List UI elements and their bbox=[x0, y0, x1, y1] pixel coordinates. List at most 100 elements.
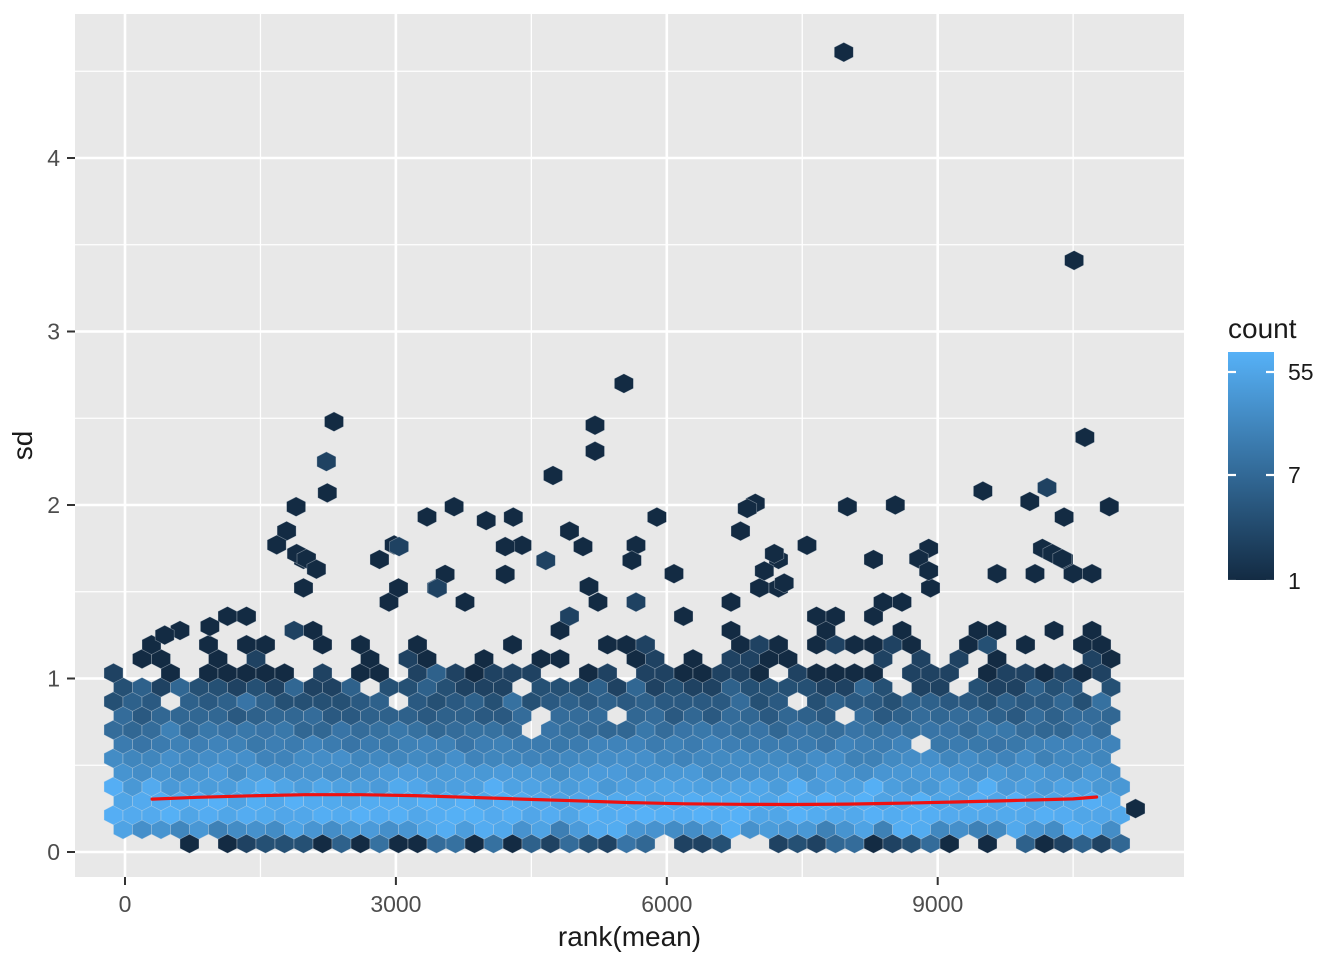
hex-bin bbox=[512, 535, 532, 556]
hex-bin bbox=[1037, 477, 1057, 498]
hex-bin bbox=[1125, 798, 1146, 819]
hex-bin bbox=[774, 572, 795, 594]
hex-bin bbox=[154, 624, 175, 646]
hex-bin bbox=[1082, 563, 1102, 584]
x-tick-label: 0 bbox=[119, 891, 132, 917]
hex-bin bbox=[427, 578, 448, 599]
hex-bin bbox=[276, 520, 297, 542]
hex-bin bbox=[1082, 620, 1102, 641]
hex-layer bbox=[103, 42, 1146, 854]
hex-bin bbox=[455, 591, 475, 613]
hex-bin bbox=[585, 441, 605, 462]
hex-bin bbox=[987, 620, 1007, 641]
hex-bin bbox=[559, 520, 580, 542]
hex-bin bbox=[1052, 548, 1073, 569]
hex-bin bbox=[444, 496, 464, 517]
hex-bin bbox=[543, 465, 563, 486]
hex-bin bbox=[863, 549, 884, 570]
hex-bin bbox=[626, 591, 646, 613]
hex-bin bbox=[324, 411, 344, 432]
hex-bin bbox=[614, 373, 634, 394]
hex-bin bbox=[274, 662, 295, 684]
hex-bin bbox=[503, 506, 524, 528]
hex-bin bbox=[303, 620, 323, 641]
hex-bin bbox=[535, 550, 556, 571]
hex-bin bbox=[1075, 427, 1095, 448]
y-axis-title: sd bbox=[7, 431, 38, 461]
smooth-line bbox=[150, 793, 1099, 807]
x-axis-ticks bbox=[124, 877, 939, 885]
hex-bin bbox=[306, 559, 327, 580]
legend-label: 7 bbox=[1288, 462, 1301, 488]
hex-bin bbox=[673, 606, 694, 627]
hex-bin bbox=[579, 576, 599, 597]
hex-bin bbox=[407, 634, 428, 655]
legend-label: 55 bbox=[1288, 359, 1314, 385]
hex-bin bbox=[833, 42, 854, 63]
hex-bin bbox=[1015, 634, 1036, 655]
hex-bin bbox=[170, 620, 190, 641]
hex-bin bbox=[892, 591, 912, 613]
hex-bin bbox=[635, 634, 656, 655]
hex-bin bbox=[721, 591, 741, 613]
legend: count 55 7 1 bbox=[1228, 313, 1314, 594]
hex-bin bbox=[721, 620, 741, 641]
hex-bin bbox=[286, 496, 306, 517]
hex-bin bbox=[585, 415, 605, 436]
hex-bin bbox=[559, 606, 580, 627]
hex-bin bbox=[550, 648, 570, 670]
hex-bin bbox=[1044, 620, 1064, 641]
hex-bin bbox=[474, 648, 494, 670]
hex-bin bbox=[502, 634, 523, 655]
hex-bin bbox=[597, 662, 618, 684]
hex-bin bbox=[892, 620, 912, 641]
hex-bin bbox=[885, 494, 906, 516]
x-tick-label: 3000 bbox=[370, 891, 421, 917]
x-axis-tick-labels: 0 3000 6000 9000 bbox=[119, 891, 964, 917]
hex-bin bbox=[317, 482, 338, 504]
hex-bin bbox=[312, 662, 333, 684]
hex-bin bbox=[683, 648, 703, 670]
hex-bin bbox=[754, 560, 775, 582]
hex-bin bbox=[918, 560, 939, 582]
y-tick-label: 3 bbox=[47, 319, 60, 345]
hex-bin bbox=[255, 634, 276, 655]
hex-bin bbox=[825, 606, 846, 627]
legend-tick-marks bbox=[1228, 370, 1274, 583]
hex-bin bbox=[647, 506, 667, 528]
hex-bin bbox=[920, 577, 941, 599]
hex-bin bbox=[664, 563, 684, 584]
y-axis-tick-labels: 0 1 2 3 4 bbox=[47, 145, 60, 865]
x-tick-label: 9000 bbox=[912, 891, 963, 917]
hex-bin bbox=[908, 548, 929, 569]
hex-bin bbox=[837, 496, 858, 517]
y-axis-ticks bbox=[67, 157, 75, 853]
hex-bin bbox=[1064, 250, 1084, 271]
hex-bin bbox=[730, 520, 751, 542]
hex-bin bbox=[737, 498, 758, 519]
hex-bin bbox=[764, 543, 785, 564]
hex-bin bbox=[1054, 506, 1074, 528]
hex-bin bbox=[369, 549, 390, 570]
x-tick-label: 6000 bbox=[641, 891, 692, 917]
hex-bin bbox=[388, 577, 409, 599]
hex-bin bbox=[236, 606, 257, 627]
hex-bin bbox=[103, 662, 124, 684]
legend-gradient-bar bbox=[1228, 352, 1274, 580]
y-tick-label: 0 bbox=[47, 839, 60, 865]
hex-bin bbox=[198, 634, 219, 655]
hex-bin bbox=[1025, 563, 1045, 584]
legend-tick-labels: 55 7 1 bbox=[1288, 359, 1314, 594]
hex-bin bbox=[316, 451, 337, 472]
y-tick-label: 1 bbox=[47, 666, 60, 692]
hex-bin bbox=[266, 534, 287, 556]
legend-label: 1 bbox=[1288, 568, 1301, 594]
hex-bin bbox=[200, 616, 220, 637]
hex-bin bbox=[389, 536, 409, 557]
y-tick-label: 2 bbox=[47, 492, 60, 518]
hex-bin bbox=[1019, 491, 1040, 512]
hex-bin bbox=[1099, 496, 1120, 517]
hex-bin bbox=[350, 634, 371, 655]
